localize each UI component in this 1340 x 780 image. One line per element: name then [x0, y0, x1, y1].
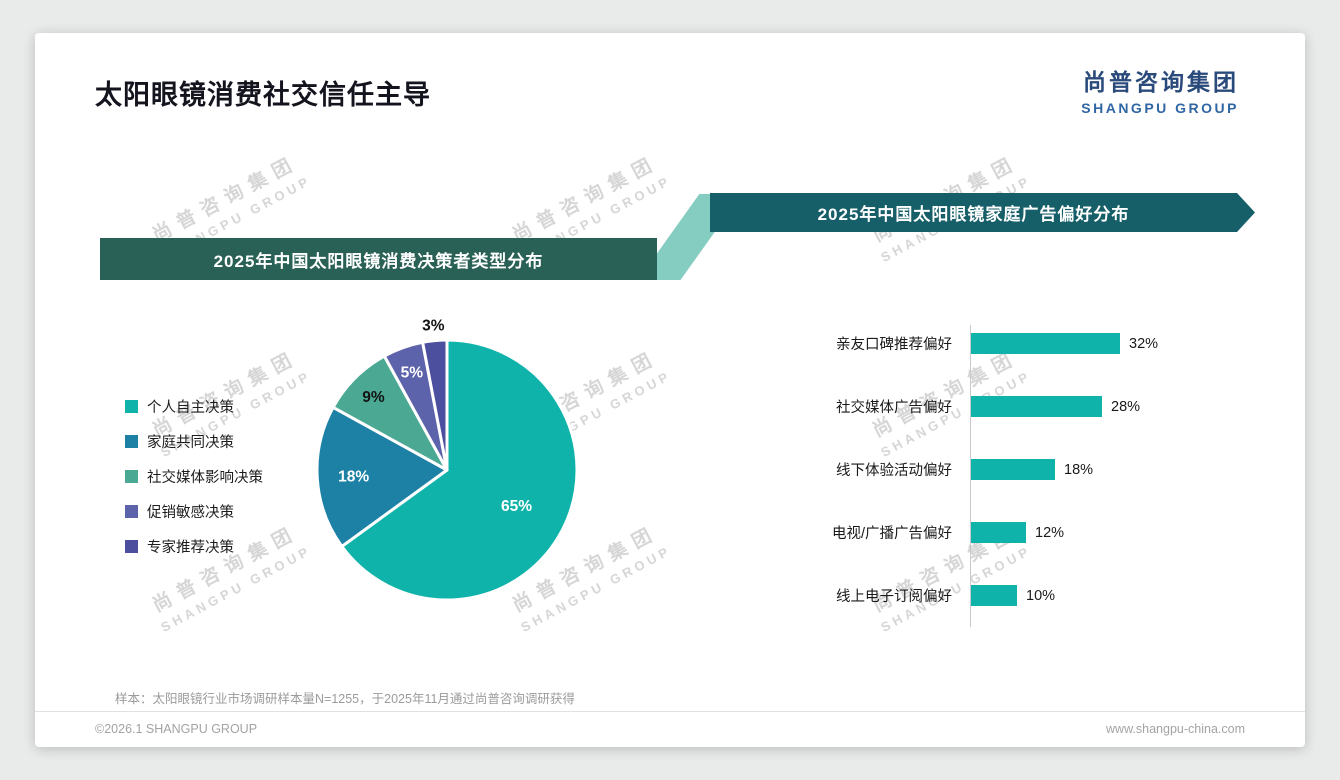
legend-label: 促销敏感决策 — [147, 505, 234, 521]
bar-category-label: 亲友口碑推荐偏好 — [836, 337, 952, 353]
legend-label: 个人自主决策 — [147, 400, 234, 416]
bar-row: 线上电子订阅偏好 10% — [735, 585, 1158, 606]
slide-card: 尚普咨询集团 SHANGPU GROUP 尚普咨询集团 SHANGPU GROUP 尚普… — [35, 33, 1305, 747]
page-title: 太阳眼镜消费社交信任主导 — [95, 80, 431, 110]
pie-slice — [421, 338, 449, 472]
bar-value-label: 18% — [1064, 461, 1094, 478]
pie-value-label: 18% — [338, 468, 369, 485]
bar-axis-line — [970, 325, 971, 627]
footer-divider — [35, 711, 1305, 712]
bar-row: 电视/广播广告偏好 12% — [735, 522, 1158, 543]
bar-value-label: 12% — [1035, 524, 1065, 541]
bar-chart: 亲友口碑推荐偏好 32% 社交媒体广告偏好 28% 线下体验活动偏好 18% 电视/广播广告… — [735, 333, 1158, 648]
bar-fill — [970, 333, 1120, 354]
bar-category-label: 线下体验活动偏好 — [836, 463, 952, 479]
pie-chart: 65% 18% 9% 5% 3% — [315, 317, 579, 602]
pie-value-label: 5% — [401, 365, 424, 382]
pie-slice — [340, 338, 579, 602]
bar-category-label: 电视/广播广告偏好 — [831, 526, 952, 542]
bar-row: 亲友口碑推荐偏好 32% — [735, 333, 1158, 354]
pie-slice — [315, 405, 449, 548]
bar-category-label: 社交媒体广告偏好 — [836, 400, 952, 416]
pie-legend: 个人自主决策 家庭共同决策社交媒体影响决策 促销敏感决策 专家推荐决策 — [125, 396, 263, 571]
bar-value-label: 28% — [1111, 398, 1141, 415]
legend-item: 家庭共同决策 — [125, 431, 263, 452]
bar-row: 社交媒体广告偏好 28% — [735, 396, 1158, 417]
bar-row: 线下体验活动偏好 18% — [735, 459, 1158, 480]
pie-value-label: 65% — [501, 498, 532, 515]
pie-chart-banner: 2025年中国太阳眼镜消费决策者类型分布 — [100, 238, 657, 280]
pie-chart-title: 2025年中国太阳眼镜消费决策者类型分布 — [213, 251, 544, 271]
legend-item: 促销敏感决策 — [125, 501, 263, 522]
pie-value-label: 9% — [362, 389, 385, 406]
legend-swatch — [125, 435, 138, 448]
legend-label: 专家推荐决策 — [147, 540, 234, 556]
bar-fill — [970, 396, 1102, 417]
bar-fill — [970, 459, 1055, 480]
company-logo: 尚普咨询集团 SHANGPU GROUP — [1081, 63, 1239, 116]
legend-swatch — [125, 400, 138, 413]
legend-item: 专家推荐决策 — [125, 536, 263, 557]
bar-fill — [970, 585, 1017, 606]
pie-value-label: 3% — [422, 317, 445, 334]
bar-chart-banner: 2025年中国太阳眼镜家庭广告偏好分布 — [710, 193, 1255, 232]
legend-swatch — [125, 470, 138, 483]
bar-fill — [970, 522, 1026, 543]
footer-url: www.shangpu-china.com — [1106, 722, 1245, 736]
legend-label: 社交媒体影响决策 — [147, 470, 263, 486]
footer-copyright: ©2026.1 SHANGPU GROUP — [95, 722, 258, 736]
logo-cn-text: 尚普咨询集团 — [1083, 69, 1239, 95]
footnote: 样本：太阳眼镜行业市场调研样本量N=1255，于2025年11月通过尚普咨询调研… — [115, 692, 575, 706]
bar-value-label: 32% — [1129, 335, 1159, 352]
legend-label: 家庭共同决策 — [147, 435, 234, 451]
bar-category-label: 线上电子订阅偏好 — [836, 589, 952, 605]
legend-item: 社交媒体影响决策 — [125, 466, 263, 487]
legend-item: 个人自主决策 — [125, 396, 263, 417]
bar-chart-title: 2025年中国太阳眼镜家庭广告偏好分布 — [817, 205, 1130, 224]
legend-swatch — [125, 505, 138, 518]
legend-swatch — [125, 540, 138, 553]
logo-en-text: SHANGPU GROUP — [1081, 100, 1239, 116]
bar-value-label: 10% — [1026, 587, 1056, 604]
